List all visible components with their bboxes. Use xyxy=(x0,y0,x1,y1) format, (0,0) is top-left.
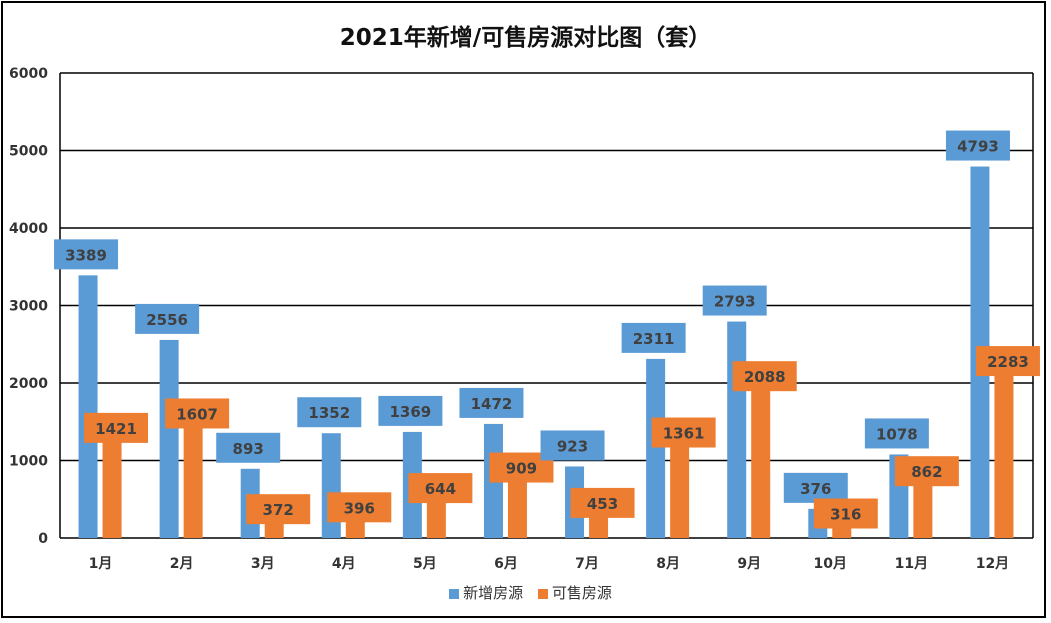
bar-new xyxy=(646,358,666,538)
data-label-box xyxy=(945,130,1010,161)
bar-available xyxy=(751,376,771,538)
data-label-box xyxy=(246,494,311,525)
data-label-box xyxy=(621,322,686,353)
x-tick-label: 11月 xyxy=(895,556,928,572)
data-label: 909 xyxy=(506,460,537,478)
data-label: 3389 xyxy=(65,246,107,264)
data-label: 376 xyxy=(800,480,831,498)
data-label-box xyxy=(135,303,200,334)
legend-label-new: 新增房源 xyxy=(463,584,524,602)
data-label-box xyxy=(894,456,959,487)
data-label: 396 xyxy=(344,499,375,517)
data-label-box xyxy=(975,346,1040,377)
legend-swatch-new xyxy=(449,588,460,599)
data-label: 316 xyxy=(830,506,861,524)
data-label: 2793 xyxy=(714,293,756,311)
data-label-box xyxy=(651,417,716,448)
data-label-box xyxy=(540,430,605,461)
bar-available xyxy=(994,361,1014,538)
data-label: 2088 xyxy=(744,368,786,386)
data-label-box xyxy=(84,412,149,443)
x-tick-label: 7月 xyxy=(575,556,599,572)
x-tick-label: 2月 xyxy=(170,556,194,572)
x-tick-label: 4月 xyxy=(332,556,356,572)
data-label-box xyxy=(408,473,473,504)
y-tick-label: 4000 xyxy=(9,221,48,237)
data-label-box xyxy=(459,387,524,418)
data-label: 644 xyxy=(425,480,456,498)
bar-available xyxy=(183,413,203,538)
data-label: 372 xyxy=(263,501,294,519)
bar-new xyxy=(78,275,98,538)
data-label: 2556 xyxy=(146,311,188,329)
x-tick-label: 12月 xyxy=(976,556,1009,572)
x-tick-label: 8月 xyxy=(656,556,680,572)
data-label-box xyxy=(813,498,878,529)
x-tick-label: 5月 xyxy=(413,556,437,572)
y-tick-label: 5000 xyxy=(9,144,48,160)
bar-available xyxy=(913,471,933,538)
data-label: 862 xyxy=(911,463,942,481)
data-label: 4793 xyxy=(957,138,999,156)
y-tick-label: 1000 xyxy=(9,454,48,470)
data-label-box xyxy=(297,397,362,428)
data-label: 1352 xyxy=(308,404,350,422)
y-tick-label: 2000 xyxy=(9,376,48,392)
x-tick-label: 6月 xyxy=(494,556,518,572)
data-label-box xyxy=(378,395,443,426)
data-label-box xyxy=(864,418,929,449)
bar-new xyxy=(159,339,179,538)
y-tick-label: 3000 xyxy=(9,299,48,315)
data-label: 923 xyxy=(557,437,588,455)
y-tick-label: 6000 xyxy=(9,66,48,82)
data-label: 2283 xyxy=(987,353,1029,371)
data-label-box xyxy=(732,361,797,392)
data-label: 1472 xyxy=(471,395,513,413)
x-tick-label: 3月 xyxy=(251,556,275,572)
data-label: 1421 xyxy=(95,420,137,438)
data-label: 1369 xyxy=(390,403,432,421)
bar-available xyxy=(507,467,527,538)
data-label-box xyxy=(327,492,392,523)
data-label-box xyxy=(165,398,230,429)
legend-label-available: 可售房源 xyxy=(551,584,612,602)
y-tick-label: 0 xyxy=(38,531,48,547)
legend-swatch-available xyxy=(537,588,548,599)
data-label: 893 xyxy=(233,440,264,458)
data-label: 1361 xyxy=(663,425,705,443)
data-label: 1607 xyxy=(176,405,218,423)
data-label-box xyxy=(54,239,119,270)
data-label: 1078 xyxy=(876,425,918,443)
bar-new xyxy=(727,321,747,538)
x-tick-label: 9月 xyxy=(737,556,761,572)
x-tick-label: 10月 xyxy=(814,556,847,572)
x-tick-label: 1月 xyxy=(89,556,113,572)
data-label-box xyxy=(216,432,281,463)
bar-available xyxy=(670,432,690,538)
data-label-box xyxy=(570,487,635,518)
bar-available xyxy=(102,427,122,538)
data-label: 453 xyxy=(587,495,618,513)
data-label-box xyxy=(702,285,767,316)
legend: 新增房源 可售房源 xyxy=(0,582,1051,603)
chart-title: 2021年新增/可售房源对比图（套） xyxy=(339,25,712,51)
data-label-box xyxy=(783,472,848,503)
data-label: 2311 xyxy=(633,330,675,348)
